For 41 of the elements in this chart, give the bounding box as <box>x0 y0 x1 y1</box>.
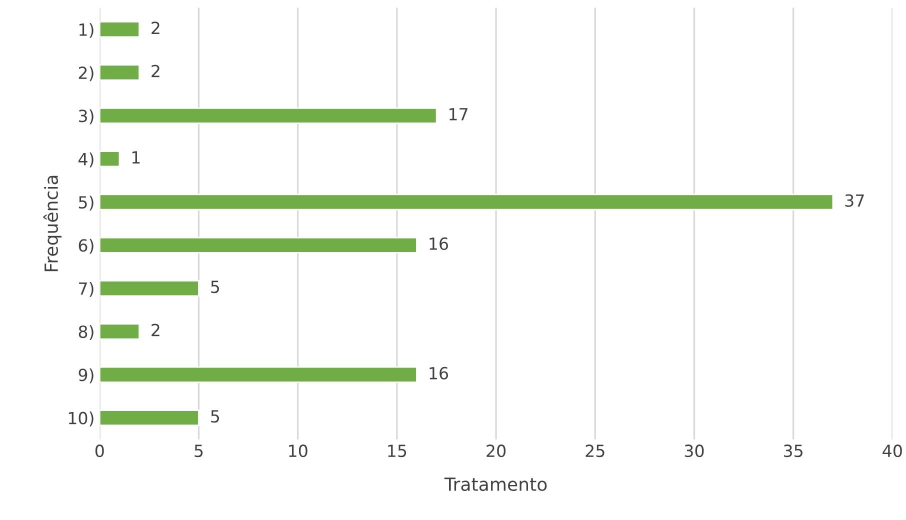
x-tick-label: 25 <box>586 444 604 458</box>
bar <box>100 21 140 38</box>
data-label: 5 <box>211 410 220 423</box>
y-axis-title: Frequência <box>43 176 62 272</box>
y-tick-label: 8) <box>78 325 94 340</box>
bar <box>100 410 200 426</box>
data-label: 16 <box>430 237 448 250</box>
data-label: 2 <box>152 64 160 78</box>
x-tick-label: 10 <box>289 444 308 458</box>
y-tick-label: 2) <box>78 66 94 82</box>
y-tick-label: 9) <box>78 368 94 384</box>
y-tick-label: 10) <box>68 412 94 426</box>
y-tick-label: 1) <box>80 23 94 38</box>
bar <box>100 236 418 254</box>
x-axis-title: Tratamento <box>444 478 547 492</box>
data-label: 2 <box>152 324 160 336</box>
bar <box>100 194 834 210</box>
data-label: 37 <box>845 194 864 207</box>
x-tick-label: 5 <box>194 444 203 458</box>
x-tick-label: 40 <box>882 444 902 458</box>
y-tick-label: 7) <box>79 282 94 297</box>
bar <box>100 107 438 124</box>
y-tick-label: 3) <box>78 109 94 124</box>
data-label: 2 <box>152 22 160 34</box>
x-tick-label: 15 <box>388 444 406 458</box>
x-tick-label: 20 <box>486 444 506 458</box>
bar <box>100 323 140 340</box>
bar <box>100 150 120 168</box>
bar <box>100 280 200 297</box>
x-tick-label: 30 <box>684 444 704 458</box>
bar <box>100 64 140 81</box>
bar <box>100 366 418 383</box>
x-tick-label: 0 <box>95 444 104 458</box>
data-label: 17 <box>450 108 468 120</box>
y-tick-label: 6) <box>78 238 94 254</box>
y-tick-label: 5) <box>78 196 94 211</box>
data-label: 5 <box>211 280 220 294</box>
x-tick-label: 35 <box>784 444 802 458</box>
data-label: 1 <box>132 151 140 164</box>
data-label: 16 <box>430 366 448 380</box>
y-tick-label: 4) <box>78 152 94 168</box>
